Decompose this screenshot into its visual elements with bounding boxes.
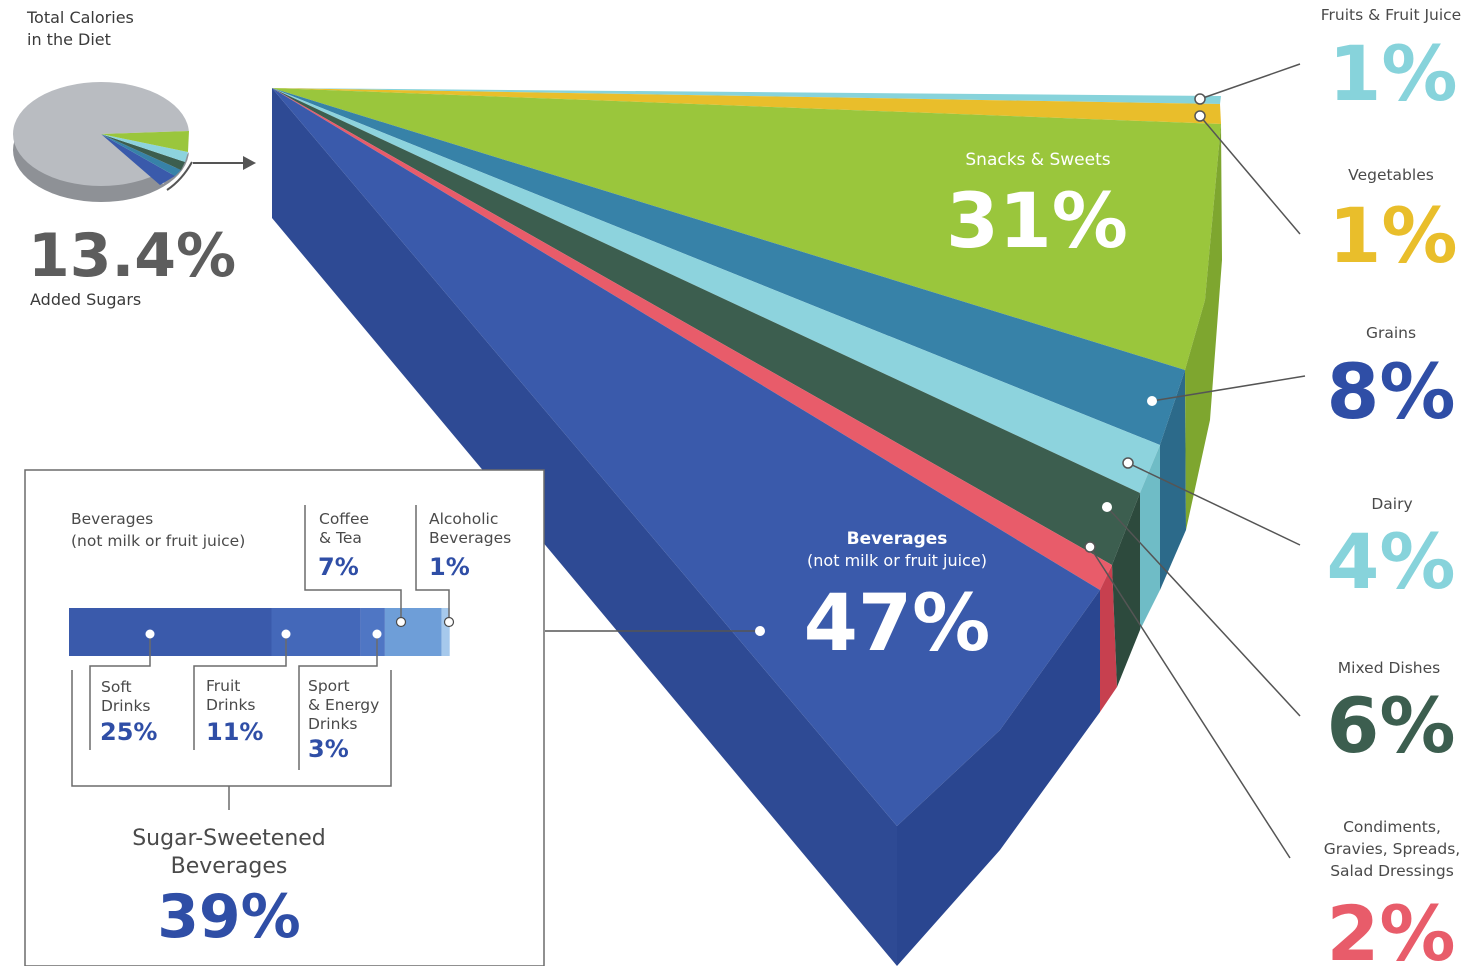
sport-label-line1: Sport (308, 677, 350, 695)
pie-arc-bracket (166, 161, 193, 191)
condiments-label-line2: Gravies, Spreads, (1324, 840, 1460, 858)
rim-snacks (1185, 124, 1222, 530)
inset-frame (24, 469, 545, 966)
slice-beverages (272, 88, 1100, 826)
pie-mini-beverages (101, 134, 175, 185)
condiments-value: 2% (1326, 889, 1455, 966)
rim-mixed (1112, 493, 1140, 687)
callout-lines (545, 63, 1306, 859)
slice-snacks (272, 88, 1221, 370)
pie-mini-snacks (101, 131, 189, 152)
slice-fruits (272, 88, 1221, 104)
alcohol-value: 1% (429, 553, 470, 581)
mixed-label: Mixed Dishes (1338, 659, 1440, 677)
beverages-label-line2: (not milk or fruit juice) (807, 551, 987, 570)
alcohol-label-line1: Alcoholic (429, 510, 498, 528)
mixed-value: 6% (1326, 681, 1455, 770)
ssb-value: 39% (157, 882, 301, 952)
bar-coffee-tea (384, 608, 442, 656)
condiments-label-line1: Condiments, (1343, 818, 1441, 836)
total-calories-pie (13, 82, 256, 202)
coffee-label-line2: & Tea (319, 529, 362, 547)
fruits-label: Fruits & Fruit Juice (1321, 6, 1461, 24)
beverages-value: 47% (804, 579, 991, 669)
inset-leader-lines (71, 505, 450, 810)
rim-beverages (897, 590, 1100, 966)
inset-title-line2: (not milk or fruit juice) (71, 532, 245, 550)
sources-wedge (272, 63, 1306, 966)
pie-mini-dairy (101, 134, 188, 162)
sport-value: 3% (308, 735, 349, 763)
vegetables-value: 1% (1328, 191, 1457, 280)
slice-grains (272, 88, 1185, 445)
pie-mini-grains (101, 134, 181, 176)
grains-value: 8% (1326, 347, 1455, 436)
fruit-label-line1: Fruit (206, 677, 240, 695)
callout-dots (755, 93, 1206, 636)
alcohol-label-line2: Beverages (429, 529, 511, 547)
dairy-label: Dairy (1371, 495, 1412, 513)
beverages-stacked-bar (69, 608, 450, 656)
soft-label-line1: Soft (101, 678, 132, 696)
total-value: 13.4% (28, 221, 236, 291)
rim-condiments (1100, 565, 1117, 712)
wedge-side-face (272, 88, 897, 966)
coffee-label-line1: Coffee (319, 510, 369, 528)
total-label-line1: Total Calories (26, 8, 134, 27)
bar-soft-drinks (69, 608, 272, 656)
beverages-breakdown-box: Beverages (not milk or fruit juice) Coff… (24, 469, 545, 966)
slice-dairy (272, 88, 1160, 493)
snacks-label: Snacks & Sweets (965, 150, 1110, 170)
inset-title-line1: Beverages (71, 510, 153, 528)
pie-mini-mixed (101, 134, 185, 170)
sport-label-line2: & Energy (308, 696, 379, 714)
beverages-label-line1: Beverages (847, 529, 948, 549)
rim-dairy (1140, 445, 1160, 630)
inset-dots (145, 616, 455, 639)
slice-condiments (272, 88, 1112, 590)
ssb-label-line2: Beverages (171, 854, 288, 879)
bar-sport-energy (360, 608, 385, 656)
dairy-value: 4% (1326, 517, 1455, 606)
fruit-label-line2: Drinks (206, 696, 256, 714)
sport-label-line3: Drinks (308, 715, 358, 733)
pie-arrow-head (243, 156, 256, 170)
ssb-label-line1: Sugar-Sweetened (132, 826, 326, 851)
rim-grains (1160, 370, 1186, 590)
total-label-line2: in the Diet (27, 30, 111, 49)
slice-mixed-dishes (272, 88, 1140, 565)
total-value-label: Added Sugars (30, 290, 141, 309)
bar-alcoholic (441, 608, 450, 656)
coffee-value: 7% (318, 553, 359, 581)
soft-value: 25% (100, 718, 157, 746)
snacks-value: 31% (946, 176, 1128, 265)
fruits-value: 1% (1328, 29, 1457, 118)
soft-label-line2: Drinks (101, 697, 151, 715)
condiments-label-line3: Salad Dressings (1330, 862, 1454, 880)
vegetables-label: Vegetables (1348, 166, 1434, 184)
fruit-value: 11% (206, 718, 263, 746)
grains-label: Grains (1366, 324, 1416, 342)
